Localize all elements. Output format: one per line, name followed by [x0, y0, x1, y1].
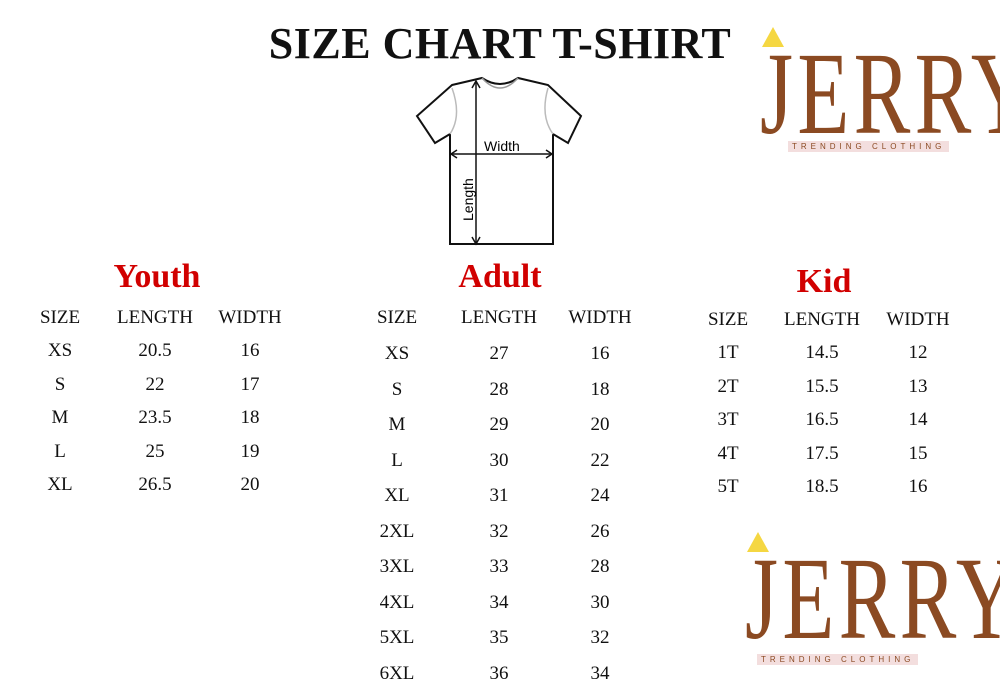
cheese-mascot-icon [762, 27, 784, 47]
table-cell: 34 [489, 591, 509, 613]
table-cell: 15 [908, 442, 928, 464]
brand-logo-top: JERRY TRENDING CLOTHING [760, 25, 1000, 160]
tshirt-diagram: Width Length [415, 76, 583, 246]
column-header: SIZE [707, 309, 749, 330]
section-title: Kid [796, 263, 852, 300]
table-cell: 30 [489, 449, 509, 471]
table-cell: XL [47, 474, 73, 495]
table-cell: M [51, 407, 69, 428]
table-cell: XL [384, 485, 410, 506]
table-cell: 6XL [379, 662, 415, 684]
table-cell: 20 [590, 414, 610, 435]
table-cell: 5XL [379, 627, 415, 648]
table-cell: 16.5 [805, 409, 839, 430]
table-cell: 4XL [379, 591, 415, 613]
table-cell: 3T [717, 409, 739, 430]
table-cell: 20 [240, 474, 260, 495]
column-header: WIDTH [568, 307, 632, 328]
column-header: LENGTH [461, 307, 537, 328]
table-cell: 27 [489, 343, 509, 364]
table-cell: 25 [145, 440, 165, 462]
section-title: Youth [113, 258, 201, 295]
column-header: LENGTH [117, 307, 193, 328]
table-cell: 18 [590, 378, 610, 400]
table-cell: 15.5 [805, 375, 839, 397]
table-cell: 24 [590, 485, 610, 506]
table-cell: 2T [717, 375, 739, 397]
table-cell: 36 [489, 662, 509, 684]
table-cell: M [388, 414, 406, 435]
table-cell: S [54, 373, 66, 395]
column-header: SIZE [39, 307, 81, 328]
table-cell: 12 [908, 342, 928, 363]
table-cell: 17.5 [805, 442, 839, 464]
table-cell: 2XL [379, 520, 415, 542]
table-cell: 20.5 [138, 340, 172, 361]
table-cell: L [391, 449, 403, 471]
table-cell: 34 [590, 662, 610, 684]
cheese-mascot-icon [747, 532, 769, 552]
table-cell: 17 [240, 373, 260, 395]
table-cell: 26.5 [138, 474, 172, 495]
table-cell: 4T [717, 442, 739, 464]
column-header: LENGTH [784, 309, 860, 330]
brand-logo-bottom: JERRY TRENDING CLOTHING [745, 530, 1000, 670]
table-cell: 33 [489, 556, 509, 577]
table-cell: 1T [717, 342, 739, 363]
table-cell: 30 [590, 591, 610, 613]
table-cell: S [391, 378, 403, 400]
table-cell: 26 [590, 520, 610, 542]
table-cell: 19 [240, 440, 260, 462]
table-cell: 3XL [379, 556, 415, 577]
table-cell: 32 [489, 520, 509, 542]
logo-tagline: TRENDING CLOTHING [757, 654, 919, 665]
table-cell: 5T [717, 476, 739, 497]
table-cell: 22 [145, 373, 165, 395]
table-cell: 18.5 [805, 476, 839, 497]
width-label: Width [484, 138, 520, 154]
table-cell: 16 [908, 476, 928, 497]
page-title: SIZE CHART T-SHIRT [268, 19, 732, 68]
table-cell: 35 [489, 627, 509, 648]
table-cell: XS [47, 340, 73, 361]
logo-wordmark: JERRY [745, 533, 1000, 664]
table-cell: L [54, 440, 66, 462]
table-cell: 16 [590, 343, 610, 364]
table-cell: 22 [590, 449, 610, 471]
table-cell: 31 [489, 485, 509, 506]
table-cell: 18 [240, 407, 260, 428]
column-header: WIDTH [218, 307, 282, 328]
table-cell: 16 [240, 340, 260, 361]
table-cell: 14 [908, 409, 928, 430]
column-header: WIDTH [886, 309, 950, 330]
table-cell: 23.5 [138, 407, 172, 428]
table-cell: 28 [590, 556, 610, 577]
table-cell: 28 [489, 378, 509, 400]
logo-tagline: TRENDING CLOTHING [788, 141, 950, 152]
section-title: Adult [458, 258, 542, 295]
logo-wordmark: JERRY [760, 28, 1000, 159]
table-cell: 14.5 [805, 342, 839, 363]
length-label: Length [460, 178, 476, 221]
table-cell: 29 [489, 414, 509, 435]
table-cell: 13 [908, 375, 928, 397]
table-cell: XS [384, 343, 410, 364]
table-cell: 32 [590, 627, 610, 648]
column-header: SIZE [376, 307, 418, 328]
